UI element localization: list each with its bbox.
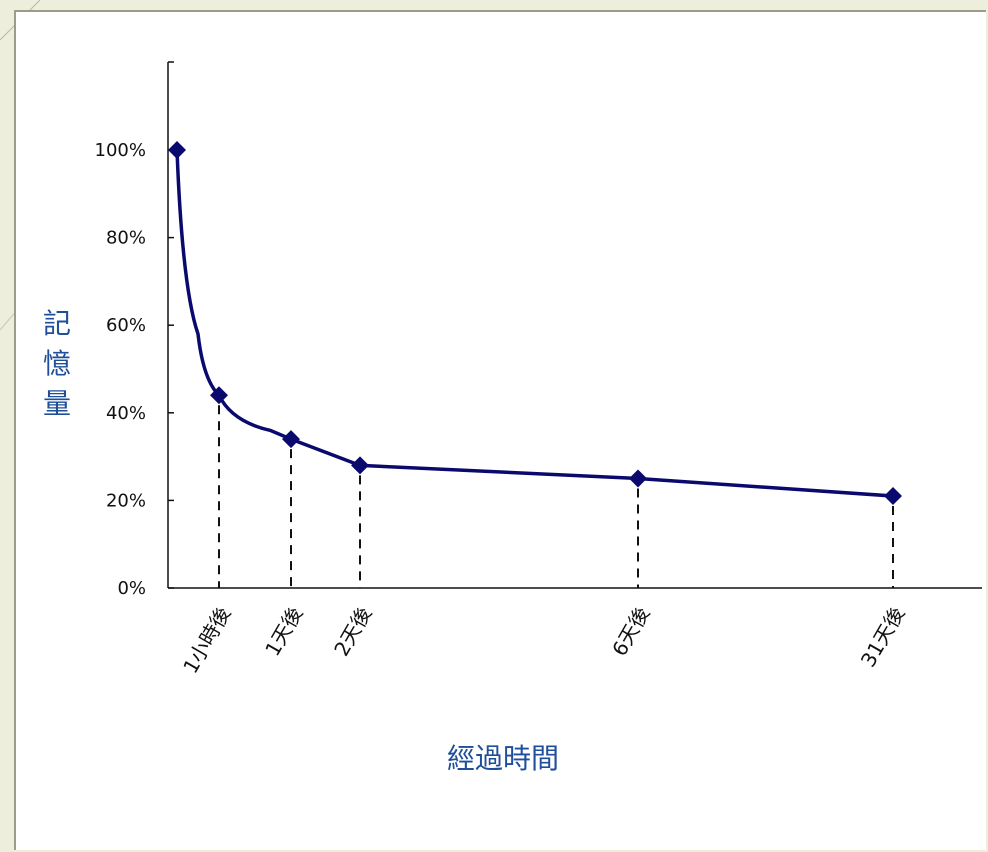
drop-lines: [218, 405, 894, 588]
x-axis-labels: 1小時後 1天後 2天後 6天後 31天後: [178, 603, 909, 678]
data-point-marker: [168, 141, 186, 159]
y-axis-ticks: 0% 20% 40% 60% 80% 100%: [95, 140, 174, 599]
y-axis-title: 記憶量: [43, 307, 71, 420]
series-line: [175, 149, 894, 498]
y-tick-label: 60%: [106, 315, 146, 336]
data-point-marker: [884, 487, 902, 506]
data-point-marker: [629, 469, 647, 488]
y-tick-label: 80%: [106, 228, 146, 249]
series-markers: [168, 141, 902, 506]
x-tick-label: 6天後: [607, 603, 654, 661]
x-tick-label: 2天後: [329, 603, 376, 661]
x-axis-title: 經過時間: [447, 742, 559, 775]
y-axis-title-char: 記: [43, 307, 71, 340]
data-point-marker: [282, 430, 300, 449]
x-tick-label: 1天後: [260, 603, 307, 661]
y-axis-title-char: 量: [43, 387, 71, 420]
y-axis-title-char: 憶: [43, 347, 71, 380]
y-tick-label: 100%: [95, 140, 146, 161]
chart-axes: [167, 61, 982, 589]
x-tick-label: 1小時後: [178, 603, 235, 678]
data-point-marker: [210, 386, 228, 405]
y-tick-label: 0%: [117, 578, 146, 599]
x-tick-label: 31天後: [856, 603, 910, 672]
y-tick-label: 20%: [106, 490, 146, 511]
data-point-marker: [351, 456, 369, 475]
y-tick-label: 40%: [106, 403, 146, 424]
